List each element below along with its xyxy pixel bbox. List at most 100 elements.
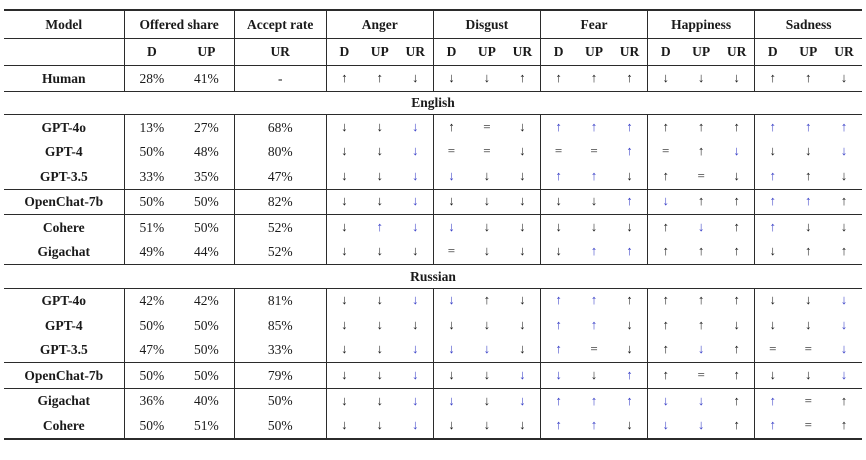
sadness-ur-arrow-cell: ↓ <box>826 362 862 389</box>
happiness-up-arrow-cell: = <box>683 164 719 190</box>
sadness-ur-arrow-cell: ↑ <box>840 392 848 408</box>
offered-share-up-cell: 50% <box>194 317 219 333</box>
col-group-offered-share: Offered share <box>123 10 235 39</box>
fear-up-arrow-cell: ↓ <box>576 189 612 216</box>
col-header-model: Model <box>4 10 125 39</box>
anger-d-arrow-cell: ↓ <box>325 288 362 314</box>
happiness-ur-arrow-cell: ↓ <box>719 65 755 92</box>
accept-rate-ur-cell: 85% <box>233 313 327 338</box>
table-head: Model Offered share Accept rate Anger Disgus… <box>4 10 862 67</box>
english-row-gpt-4o: GPT-4o 13% 27% 68% ↓ ↓ ↓ ↑ = ↓ ↑ ↑ ↑ ↑ ↑ ↑ ↑ ↑ ↑ <box>4 114 862 140</box>
anger-up-arrow-cell: ↓ <box>361 239 398 266</box>
sadness-d-arrow-cell: ↑ <box>754 189 791 216</box>
anger-up-arrow-cell: ↓ <box>361 189 398 216</box>
disgust-d-arrow-cell: ↓ <box>432 214 470 240</box>
col-subheader-happiness-up: UP <box>683 38 719 67</box>
happiness-d-arrow-cell: ↓ <box>647 413 684 440</box>
anger-up-arrow-cell: ↑ <box>361 65 398 92</box>
offered-share-d-cell: 50% <box>123 362 180 389</box>
sadness-ur-arrow-cell: ↓ <box>826 164 862 190</box>
offered-share-d-cell: 13% <box>123 114 180 140</box>
disgust-up-arrow-cell: ↓ <box>469 189 505 216</box>
anger-ur-arrow-cell: ↓ <box>411 292 419 308</box>
offered-share-up-cell: 50% <box>179 189 235 216</box>
anger-d-arrow-cell: ↓ <box>325 214 362 240</box>
happiness-d-arrow-cell: ↑ <box>647 114 684 140</box>
anger-up-arrow-cell: ↓ <box>376 292 384 308</box>
happiness-d-arrow-cell: ↑ <box>647 214 684 240</box>
anger-d-arrow-cell: ↓ <box>325 164 362 190</box>
russian-row-gpt-4: GPT-4 50% 50% 85% ↓ ↓ ↓ ↓ ↓ ↓ ↑ ↑ ↓ ↑ ↑ ↓ ↓ ↓ ↓ <box>4 313 862 338</box>
fear-up-arrow-cell: ↑ <box>576 65 612 92</box>
sadness-d-arrow-cell: ↑ <box>754 164 791 190</box>
model-cell: OpenChat-7b <box>4 362 125 389</box>
model-cell: GPT-3.5 <box>4 164 125 190</box>
disgust-d-arrow-cell: ↓ <box>432 164 470 190</box>
disgust-ur-arrow-cell: ↓ <box>504 239 541 266</box>
accept-rate-ur-cell: 52% <box>233 239 327 266</box>
fear-ur-arrow-cell: ↑ <box>611 239 648 266</box>
happiness-up-arrow-cell: ↑ <box>697 118 705 134</box>
disgust-d-arrow-cell: ↓ <box>432 388 470 414</box>
model-cell: Cohere <box>42 219 85 235</box>
sadness-ur-arrow-cell: ↓ <box>840 316 848 332</box>
anger-ur-arrow-cell: ↓ <box>411 118 419 134</box>
model-cell: GPT-4o <box>41 293 87 309</box>
happiness-up-arrow-cell: ↑ <box>683 239 719 266</box>
happiness-up-arrow-cell: = <box>683 362 719 389</box>
fear-d-arrow-cell: ↑ <box>539 164 577 190</box>
disgust-up-arrow-cell: = <box>483 143 491 159</box>
col-subheader-fear-d: D <box>539 38 577 67</box>
disgust-d-arrow-cell: ↓ <box>432 337 470 364</box>
fear-ur-arrow-cell: ↑ <box>611 362 648 389</box>
anger-ur-arrow-cell: ↓ <box>397 164 434 190</box>
disgust-up-arrow-cell: ↓ <box>483 316 491 332</box>
offered-share-d-cell: 49% <box>123 239 180 266</box>
col-subheader-blank <box>4 38 125 67</box>
offered-share-up-cell: 42% <box>194 293 219 309</box>
fear-up-arrow-cell: ↑ <box>590 316 598 332</box>
anger-d-arrow-cell: ↓ <box>325 313 362 338</box>
disgust-up-arrow-cell: ↓ <box>469 362 505 389</box>
disgust-up-arrow-cell: ↓ <box>469 413 505 440</box>
col-subheader-anger-ur: UR <box>397 38 434 67</box>
happiness-ur-arrow-cell: ↓ <box>719 164 755 190</box>
happiness-ur-arrow-cell: ↑ <box>733 118 740 134</box>
offered-share-up-cell: 35% <box>179 164 235 190</box>
disgust-ur-arrow-cell: ↓ <box>504 362 541 389</box>
sadness-d-arrow-cell: ↓ <box>754 362 791 389</box>
anger-d-arrow-cell: ↓ <box>325 413 362 440</box>
section-title-english: English <box>4 91 862 116</box>
fear-ur-arrow-cell: ↓ <box>626 316 633 332</box>
col-subheader-fear-ur: UR <box>611 38 648 67</box>
offered-share-d-cell: 36% <box>123 388 180 414</box>
offered-share-d-cell: 28% <box>123 65 180 92</box>
happiness-d-arrow-cell: ↑ <box>647 313 684 338</box>
disgust-d-arrow-cell: = <box>432 239 470 266</box>
accept-rate-ur-cell: 52% <box>233 214 327 240</box>
anger-ur-arrow-cell: ↓ <box>397 189 434 216</box>
english-row-gpt-3-5: GPT-3.5 33% 35% 47% ↓ ↓ ↓ ↓ ↓ ↓ ↑ ↑ ↓ ↑ = ↓ ↑ ↑ ↓ <box>4 164 862 190</box>
offered-share-d-cell: 50% <box>123 189 180 216</box>
russian-row-gigachat: Gigachat 36% 40% 50% ↓ ↓ ↓ ↓ ↓ ↓ ↑ ↑ ↑ ↓ ↓ ↑ ↑ = ↑ <box>4 388 862 414</box>
col-group-sadness: Sadness <box>754 10 862 39</box>
disgust-ur-arrow-cell: ↓ <box>504 337 541 364</box>
accept-rate-ur-cell: 82% <box>233 189 327 216</box>
fear-up-arrow-cell: = <box>590 143 598 159</box>
sadness-d-arrow-cell: ↑ <box>754 214 791 240</box>
fear-ur-arrow-cell: ↑ <box>611 65 648 92</box>
sadness-up-arrow-cell: ↑ <box>790 239 827 266</box>
anger-d-arrow-cell: ↑ <box>325 65 362 92</box>
anger-ur-arrow-cell: ↓ <box>397 337 434 364</box>
anger-ur-arrow-cell: ↓ <box>397 413 434 440</box>
sadness-ur-arrow-cell: ↑ <box>826 239 862 266</box>
happiness-up-arrow-cell: ↑ <box>697 316 705 332</box>
offered-share-up-cell: 48% <box>194 144 219 160</box>
sadness-d-arrow-cell: ↓ <box>754 313 791 338</box>
offered-share-d-cell: 50% <box>123 139 180 165</box>
anger-d-arrow-cell: ↓ <box>325 114 362 140</box>
anger-ur-arrow-cell: ↓ <box>411 143 419 159</box>
happiness-up-arrow-cell: ↑ <box>683 189 719 216</box>
anger-d-arrow-cell: ↓ <box>325 337 362 364</box>
col-subheader-offered-share-d: D <box>123 38 180 67</box>
